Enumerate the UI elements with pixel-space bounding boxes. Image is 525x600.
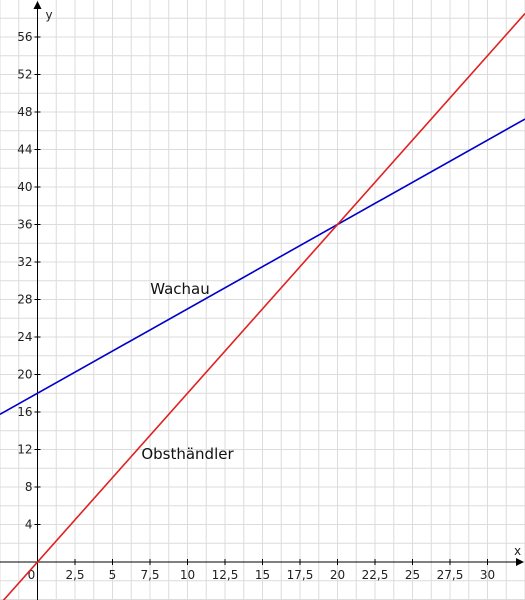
x-axis-label: x bbox=[514, 544, 521, 558]
y-axis-label: y bbox=[46, 8, 53, 22]
y-tick-label: 28 bbox=[17, 293, 32, 307]
series-lines bbox=[0, 13, 525, 600]
x-tick-label: 10 bbox=[180, 568, 195, 582]
x-tick-label: 7,5 bbox=[140, 568, 159, 582]
y-tick-label: 56 bbox=[17, 30, 32, 44]
y-tick-label: 4 bbox=[25, 518, 33, 532]
x-tick-label: 30 bbox=[480, 568, 495, 582]
y-tick-label: 16 bbox=[17, 405, 32, 419]
y-tick-label: 12 bbox=[17, 443, 32, 457]
x-tick-label: 25 bbox=[405, 568, 420, 582]
x-tick-label: 2,5 bbox=[65, 568, 84, 582]
x-axis-arrow bbox=[516, 558, 524, 566]
series-label-obsthaendler: Obsthändler bbox=[141, 445, 234, 463]
series-line-obsthaendler bbox=[2, 13, 525, 600]
x-tick-label: 20 bbox=[330, 568, 345, 582]
x-tick-label: 5 bbox=[109, 568, 117, 582]
ticks: 0 2,5 5 7,5 10 12,5 15 17,5 20 22,5 25 27,5 30481216… bbox=[17, 30, 495, 582]
x-tick-label: 15 bbox=[255, 568, 270, 582]
series-label-wachau: Wachau bbox=[150, 280, 210, 298]
x-tick-label: 22,5 bbox=[362, 568, 389, 582]
x-tick-label: 0 bbox=[28, 568, 36, 582]
labels: x y Wachau Obsthändler bbox=[46, 8, 522, 558]
y-tick-label: 20 bbox=[17, 368, 32, 382]
x-tick-label: 12,5 bbox=[212, 568, 239, 582]
x-tick-label: 17,5 bbox=[287, 568, 314, 582]
y-axis-arrow bbox=[33, 1, 42, 9]
y-tick-label: 32 bbox=[17, 255, 32, 269]
y-tick-label: 24 bbox=[17, 330, 32, 344]
y-tick-label: 8 bbox=[25, 480, 33, 494]
y-tick-label: 48 bbox=[17, 105, 32, 119]
x-tick-label: 27,5 bbox=[437, 568, 464, 582]
y-tick-label: 40 bbox=[17, 180, 32, 194]
y-tick-label: 44 bbox=[17, 143, 32, 157]
y-tick-label: 36 bbox=[17, 218, 32, 232]
y-tick-label: 52 bbox=[17, 68, 32, 82]
series-line-wachau bbox=[0, 118, 525, 416]
